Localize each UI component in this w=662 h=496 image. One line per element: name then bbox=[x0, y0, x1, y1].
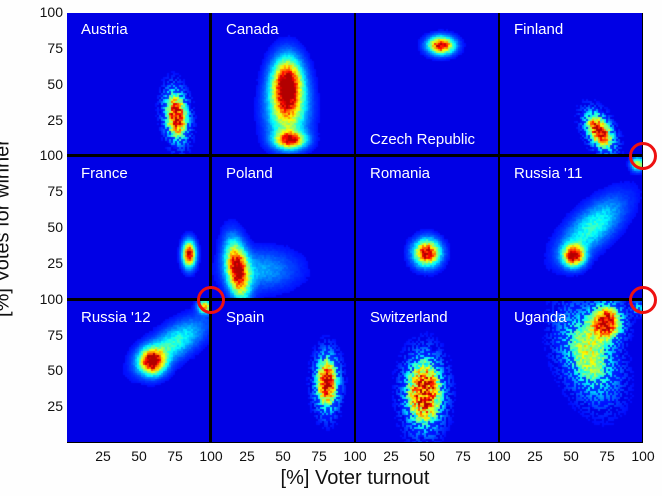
small-multiples-grid: Austria Canada Czech Republic Finland France… bbox=[67, 13, 643, 443]
heatmap bbox=[356, 157, 498, 298]
panel-label: Czech Republic bbox=[370, 131, 476, 148]
x-tick-label: 100 bbox=[199, 448, 223, 464]
panel-label: Russia '12 bbox=[81, 309, 151, 326]
x-tick-label: 75 bbox=[599, 448, 615, 464]
panel-label: Uganda bbox=[514, 309, 567, 326]
x-axis-label: [%] Voter turnout bbox=[280, 467, 430, 489]
x-tick-label: 100 bbox=[487, 448, 511, 464]
y-tick-label: 75 bbox=[47, 39, 63, 56]
panel-label: France bbox=[81, 165, 128, 182]
heatmap bbox=[212, 157, 354, 298]
x-tick-label: 50 bbox=[131, 448, 147, 464]
x-tick-label: 100 bbox=[343, 448, 367, 464]
heatmap bbox=[67, 301, 209, 442]
y-tick-label: 75 bbox=[47, 183, 63, 200]
panel-austria: Austria bbox=[67, 13, 209, 154]
x-tick-label: 100 bbox=[631, 448, 655, 464]
y-tick-label: 75 bbox=[47, 326, 63, 343]
y-tick-label: 50 bbox=[47, 219, 63, 235]
x-tick-label: 75 bbox=[167, 448, 183, 464]
heatmap bbox=[500, 301, 642, 442]
panel-poland: Poland bbox=[212, 157, 354, 298]
y-axis-label: [%] Votes for winner bbox=[0, 139, 14, 317]
y-tick-label: 100 bbox=[39, 4, 63, 20]
x-tick-label: 25 bbox=[239, 448, 255, 464]
y-tick-label: 50 bbox=[47, 75, 63, 92]
heatmap bbox=[212, 301, 354, 442]
panel-label: Finland bbox=[514, 21, 564, 38]
panel-spain: Spain bbox=[212, 301, 354, 442]
y-tick-label: 100 bbox=[39, 290, 63, 307]
heatmap bbox=[212, 13, 354, 154]
x-tick-label: 50 bbox=[419, 448, 435, 464]
heatmap bbox=[356, 301, 498, 442]
y-tick-label: 25 bbox=[47, 111, 63, 128]
heatmap bbox=[356, 13, 498, 154]
panel-romania: Romania bbox=[356, 157, 498, 298]
x-tick-label: 75 bbox=[311, 448, 327, 464]
panel-label: Austria bbox=[81, 21, 128, 38]
panel-label: Spain bbox=[226, 309, 265, 326]
y-tick-label: 100 bbox=[39, 147, 63, 164]
panel-finland: Finland bbox=[500, 13, 642, 154]
panel-russia-12: Russia '12 bbox=[67, 301, 209, 442]
panel-label: Switzerland bbox=[370, 309, 448, 326]
y-tick-label: 25 bbox=[47, 398, 63, 415]
panel-label: Poland bbox=[226, 165, 273, 182]
panel-uganda: Uganda bbox=[500, 301, 642, 442]
y-tick-label: 25 bbox=[47, 254, 63, 271]
x-tick-label: 25 bbox=[527, 448, 543, 464]
x-tick-label: 50 bbox=[275, 448, 291, 464]
heatmap bbox=[67, 13, 209, 154]
panel-russia-11: Russia '11 bbox=[500, 157, 642, 298]
panel-label: Romania bbox=[370, 165, 431, 182]
panel-label: Canada bbox=[226, 21, 279, 38]
panel-switzerland: Switzerland bbox=[356, 301, 498, 442]
panel-france: France bbox=[67, 157, 209, 298]
panel-label: Russia '11 bbox=[514, 165, 583, 182]
panel-canada: Canada bbox=[212, 13, 354, 154]
panel-czech-republic: Czech Republic bbox=[356, 13, 498, 154]
x-tick-label: 25 bbox=[383, 448, 399, 464]
y-tick-label: 50 bbox=[47, 362, 63, 379]
heatmap bbox=[500, 13, 642, 154]
x-tick-label: 75 bbox=[455, 448, 471, 464]
x-tick-label: 25 bbox=[95, 448, 111, 464]
heatmap bbox=[500, 157, 642, 298]
heatmap bbox=[67, 157, 209, 298]
x-tick-label: 50 bbox=[563, 448, 579, 464]
